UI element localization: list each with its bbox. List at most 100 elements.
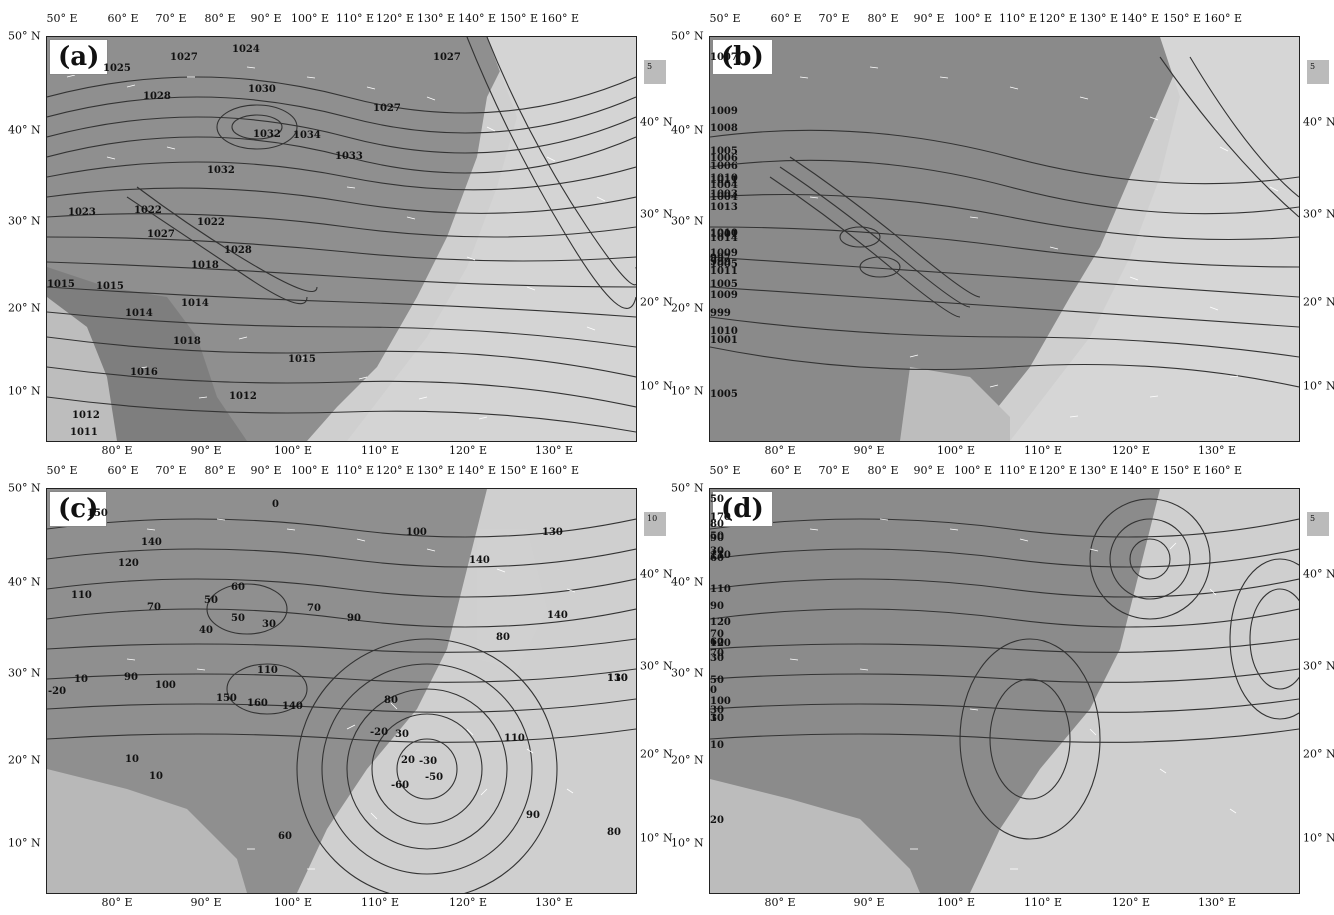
lat-tick-left: 30° N: [8, 214, 41, 228]
lon-tick-top: 100° E: [290, 464, 330, 477]
contour-label: 100: [406, 527, 427, 538]
lat-tick-right: 20° N: [640, 747, 673, 761]
contour-label: 1028: [224, 245, 252, 256]
lat-tick-left: 40° N: [8, 575, 41, 589]
lat-tick-right: 30° N: [1303, 207, 1334, 221]
lat-tick-left: 40° N: [671, 123, 704, 137]
contour-label: 1025: [103, 63, 131, 74]
contour-label: 1011: [70, 427, 98, 438]
contour-label: 1003: [710, 189, 738, 200]
ref-vector-a: 5: [644, 60, 666, 84]
lon-tick-top: 120° E: [375, 12, 415, 25]
contour-label: 999: [710, 257, 731, 268]
lon-tick-top: 80° E: [867, 464, 899, 477]
contour-label: 997: [710, 253, 731, 264]
lon-tick-bottom: 90° E: [853, 896, 885, 909]
map-d: (d) 50 170 90 80 110 50 60 30 110 120 90 70 60 30 70 50…: [709, 488, 1300, 894]
contour-label: 90: [526, 810, 540, 821]
contour-label: 50: [710, 531, 724, 542]
contour-label: 1005: [710, 279, 738, 290]
lon-tick-bottom: 120° E: [448, 444, 488, 457]
lon-tick-top: 130° E: [416, 12, 456, 25]
contour-label: 1027: [373, 103, 401, 114]
lon-tick-top: 100° E: [290, 12, 330, 25]
contour-label: 10: [125, 754, 139, 765]
contour-label: 0: [710, 685, 717, 696]
lon-tick-top: 110° E: [335, 12, 375, 25]
contour-label: 1018: [173, 336, 201, 347]
contour-label: 110: [607, 673, 628, 684]
lon-tick-top: 50° E: [709, 12, 741, 25]
lon-tick-bottom: 110° E: [360, 444, 400, 457]
lon-tick-top: 140° E: [1120, 12, 1160, 25]
contour-label: 60: [710, 553, 724, 564]
contour-label: 70: [147, 602, 161, 613]
contour-label: 1005: [710, 146, 738, 157]
contour-label: 50: [231, 613, 245, 624]
contour-label: 110: [71, 590, 92, 601]
lon-tick-top: 90° E: [250, 12, 282, 25]
lat-tick-right: 40° N: [1303, 567, 1334, 581]
lon-tick-bottom: 80° E: [764, 896, 796, 909]
lon-tick-top: 150° E: [1162, 12, 1202, 25]
contour-label: 1004: [710, 180, 738, 191]
lon-tick-bottom: 130° E: [1197, 896, 1237, 909]
lon-tick-top: 120° E: [1038, 12, 1078, 25]
lon-tick-top: 160° E: [540, 464, 580, 477]
lon-tick-bottom: 90° E: [190, 896, 222, 909]
lat-tick-right: 30° N: [1303, 659, 1334, 673]
contour-label: 1030: [248, 84, 276, 95]
lon-tick-top: 50° E: [46, 12, 78, 25]
contour-label: 1001: [710, 229, 738, 240]
lon-tick-top: 60° E: [107, 464, 139, 477]
lon-tick-top: 50° E: [46, 464, 78, 477]
contour-label: 1028: [143, 91, 171, 102]
contour-label: 0: [272, 499, 279, 510]
panel-d: (d) 50 170 90 80 110 50 60 30 110 120 90 70 60 30 70 50…: [663, 452, 1334, 909]
lon-tick-top: 130° E: [1079, 464, 1119, 477]
contour-label: 100: [155, 680, 176, 691]
contour-label: 1034: [293, 130, 321, 141]
lon-tick-bottom: 100° E: [936, 896, 976, 909]
lon-tick-top: 110° E: [335, 464, 375, 477]
contour-label: 1010: [710, 228, 738, 239]
contour-label: 1027: [433, 52, 461, 63]
lon-tick-bottom: 90° E: [853, 444, 885, 457]
lat-tick-left: 50° N: [671, 29, 704, 43]
panel-a-label: (a): [49, 39, 109, 75]
contour-label: 110: [710, 550, 731, 561]
lon-tick-top: 110° E: [998, 464, 1038, 477]
contour-label: 1009: [710, 290, 738, 301]
lon-tick-top: 90° E: [913, 12, 945, 25]
panel-b: (b) 1007 1009 1008 1006 1005 1006 1004 1011 1010…: [663, 0, 1334, 457]
lon-tick-top: 70° E: [818, 12, 850, 25]
lat-tick-right: 40° N: [1303, 115, 1334, 129]
contour-label: 1005: [710, 389, 738, 400]
lon-tick-top: 100° E: [953, 12, 993, 25]
contour-label: 20: [710, 815, 724, 826]
contour-label: 10: [149, 771, 163, 782]
lat-tick-left: 30° N: [8, 666, 41, 680]
lon-tick-bottom: 100° E: [936, 444, 976, 457]
contour-label: 1009: [710, 106, 738, 117]
contour-label: 30: [710, 653, 724, 664]
contour-label: 1011: [710, 175, 738, 186]
lon-tick-bottom: 110° E: [1023, 444, 1063, 457]
contour-label: 1011: [710, 266, 738, 277]
lon-tick-bottom: 120° E: [1111, 444, 1151, 457]
map-a: (a) 1027 1025 1024 1028 1030 1027 1027 1032 1034…: [46, 36, 637, 442]
lat-tick-left: 10° N: [671, 836, 704, 850]
contour-label: 70: [710, 629, 724, 640]
lat-tick-left: 20° N: [8, 301, 41, 315]
lon-tick-top: 90° E: [913, 464, 945, 477]
contour-label: 1014: [710, 233, 738, 244]
contour-label: 1006: [710, 161, 738, 172]
contour-label: 80: [607, 827, 621, 838]
lon-tick-top: 150° E: [499, 12, 539, 25]
contour-label: 140: [469, 555, 490, 566]
panel-b-label: (b): [712, 39, 773, 75]
contour-label: 10: [710, 713, 724, 724]
lon-tick-bottom: 80° E: [101, 896, 133, 909]
lat-tick-left: 20° N: [671, 753, 704, 767]
contour-label: 1014: [181, 298, 209, 309]
